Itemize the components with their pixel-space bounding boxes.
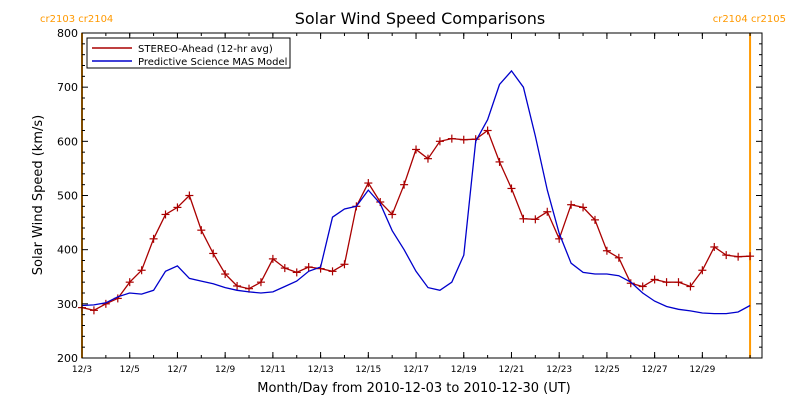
series-line-1	[81, 69, 751, 315]
legend: STEREO-Ahead (12-hr avg) Predictive Scie…	[86, 37, 291, 69]
x-axis-label: Month/Day from 2010-12-03 to 2010-12-30 …	[257, 381, 570, 396]
data-point	[579, 203, 588, 212]
data-point	[495, 157, 504, 166]
x-tick-label-6: 12/15	[355, 365, 381, 375]
data-point	[686, 282, 695, 291]
rotation-lines	[81, 33, 752, 358]
data-point	[137, 266, 146, 275]
data-point	[447, 134, 456, 143]
data-point	[233, 281, 242, 290]
data-point	[388, 210, 397, 219]
legend-box	[86, 37, 291, 69]
rotation-label-right: cr2104 cr2105	[713, 14, 786, 25]
chart-title: Solar Wind Speed Comparisons	[295, 9, 546, 28]
data-point	[483, 126, 492, 135]
data-point	[280, 264, 289, 273]
x-axis: 12/3 12/5 12/7 12/9 12/11 12/13 12/15 12/17 12/1…	[72, 33, 751, 375]
data-point	[256, 278, 265, 287]
data-point	[423, 154, 432, 163]
x-tick-label-9: 12/21	[499, 365, 525, 375]
data-point	[328, 267, 337, 276]
x-tick-label-5: 12/13	[308, 365, 334, 375]
data-point	[173, 203, 182, 212]
y-tick-label-4: 600	[57, 135, 78, 148]
data-point	[400, 180, 409, 189]
data-point	[734, 252, 743, 261]
data-point	[626, 279, 635, 288]
y-tick-label-0: 200	[57, 352, 78, 365]
data-point	[674, 278, 683, 287]
data-point	[614, 253, 623, 262]
x-tick-label-12: 12/27	[642, 365, 668, 375]
data-point	[662, 278, 671, 287]
x-tick-label-4: 12/11	[260, 365, 286, 375]
data-point	[638, 282, 647, 291]
data-point	[161, 210, 170, 219]
data-point	[459, 135, 468, 144]
data-point	[268, 254, 277, 263]
data-point	[567, 200, 576, 209]
rotation-label-left: cr2103 cr2104	[40, 14, 113, 25]
x-tick-label-2: 12/7	[167, 365, 187, 375]
y-tick-label-2: 400	[57, 244, 78, 257]
data-point	[507, 184, 516, 193]
x-tick-label-1: 12/5	[120, 365, 140, 375]
x-tick-label-7: 12/17	[403, 365, 429, 375]
data-point	[292, 268, 301, 277]
x-tick-label-13: 12/29	[689, 365, 715, 375]
data-point	[89, 306, 98, 315]
x-tick-label-10: 12/23	[546, 365, 572, 375]
data-point	[364, 179, 373, 188]
data-point	[710, 242, 719, 251]
y-axis: 200 300 400 500 600 700 800	[57, 27, 762, 365]
y-tick-label-3: 500	[57, 190, 78, 203]
x-tick-label-3: 12/9	[215, 365, 235, 375]
legend-label-mas: Predictive Science MAS Model	[138, 57, 287, 68]
data-point	[304, 263, 313, 271]
plot-frame	[81, 32, 763, 359]
x-tick-label-8: 12/19	[451, 365, 477, 375]
y-tick-label-6: 800	[57, 27, 78, 40]
data-point	[531, 215, 540, 224]
y-axis-label: Solar Wind Speed (km/s)	[31, 115, 46, 275]
data-point	[650, 275, 659, 284]
x-tick-label-0: 12/3	[72, 365, 92, 375]
data-point	[340, 260, 349, 269]
data-point	[412, 145, 421, 154]
data-point	[209, 249, 218, 258]
y-tick-label-5: 700	[57, 81, 78, 94]
data-point	[125, 278, 134, 287]
data-point	[221, 270, 230, 279]
x-tick-label-11: 12/25	[594, 365, 620, 375]
legend-label-stereo: STEREO-Ahead (12-hr avg)	[138, 44, 273, 55]
data-point	[435, 137, 444, 146]
data-point	[722, 251, 731, 260]
data-point	[746, 252, 755, 261]
data-point	[519, 214, 528, 223]
data-point	[602, 246, 611, 255]
data-point	[698, 266, 707, 275]
series-layer	[78, 69, 755, 315]
data-point	[197, 226, 206, 235]
data-point	[543, 207, 552, 216]
y-tick-label-1: 300	[57, 298, 78, 311]
data-point	[590, 215, 599, 224]
data-point	[149, 234, 158, 243]
data-point	[185, 191, 194, 200]
series-line-0	[81, 129, 751, 311]
